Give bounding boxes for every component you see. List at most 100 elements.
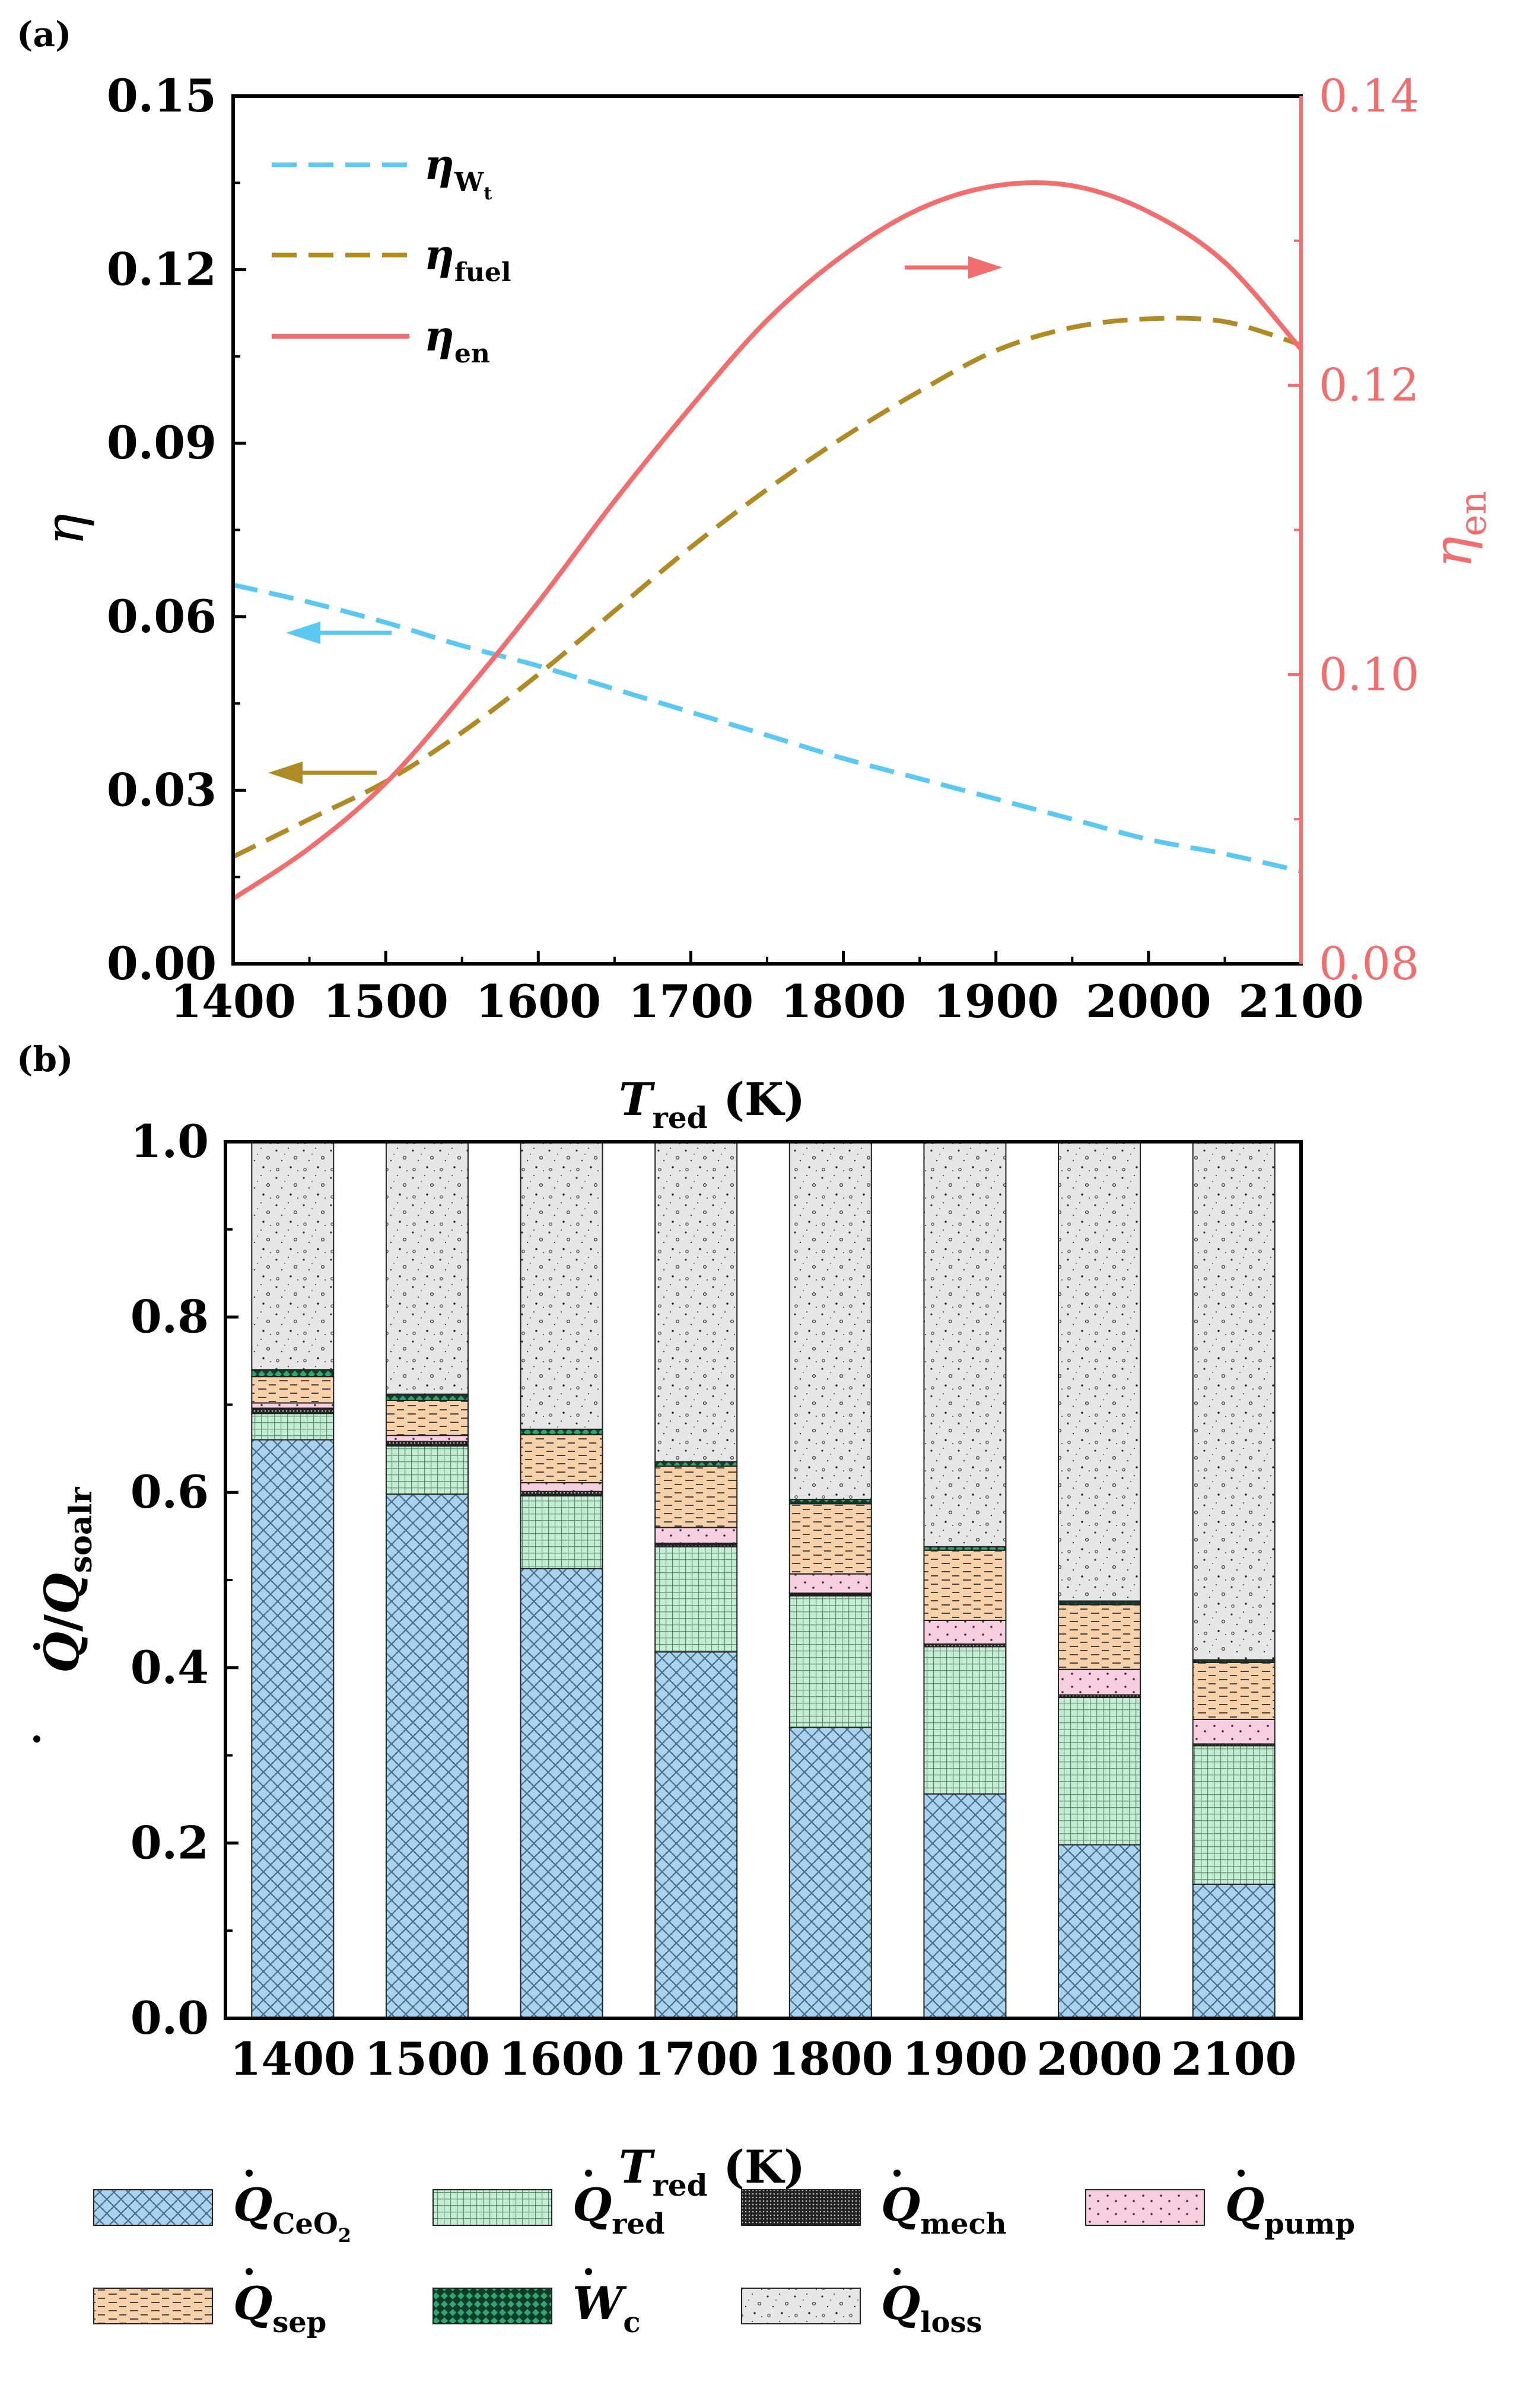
a-xtick-label: 1400 (170, 975, 296, 1028)
legend-dot-sep (246, 2268, 253, 2275)
a-ytick-right-label: 0.12 (1319, 359, 1419, 412)
bar-1900-loss (923, 1141, 1007, 1547)
b-xtick-label: 1800 (768, 2033, 893, 2085)
b-xtick-label: 1500 (364, 2033, 490, 2085)
legend-label-eta-fuel: ηfuel (424, 230, 511, 288)
b-xtick-label: 2100 (1171, 2033, 1297, 2085)
bar-1500-sep (385, 1400, 469, 1436)
b-xtick-label: 2000 (1036, 2033, 1162, 2085)
legend-dot-wc (585, 2268, 592, 2275)
ylabel-dot-num (33, 1735, 40, 1743)
a-xtick-label: 1600 (476, 975, 602, 1028)
legend-swatch-loss (741, 2288, 861, 2324)
bar-1900-ceo2 (923, 1793, 1007, 2020)
bar-1500-ceo2 (385, 1493, 469, 2019)
ylabel-dot-den (33, 1643, 40, 1650)
legend-dot-mech (893, 2170, 901, 2177)
bar-1800-loss (788, 1141, 872, 1501)
legend-dot-loss (893, 2268, 901, 2275)
b-xtick-label: 1600 (499, 2033, 625, 2085)
legend-swatch-sep (93, 2288, 213, 2324)
legend-dot-ceo2 (246, 2170, 253, 2177)
b-xtick-label: 1700 (633, 2033, 759, 2085)
panel-a-label: (a) (17, 14, 71, 55)
bar-1400-pump (251, 1402, 335, 1409)
panel-b-xlabel: Tred (K) (619, 2141, 805, 2203)
bar-1400-mech (251, 1407, 335, 1415)
b-xtick-label: 1900 (902, 2033, 1028, 2085)
bar-1600-loss (520, 1141, 603, 1430)
b-xtick-label: 1400 (230, 2033, 356, 2085)
bar-1800-red (788, 1595, 872, 1728)
legend-swatch-ceo2 (93, 2189, 213, 2226)
bar-1800-ceo2 (788, 1727, 872, 2019)
bar-2100-pump (1192, 1719, 1276, 1745)
arrow-eta-wt-left (286, 622, 392, 644)
a-ytick-label: 0.06 (107, 590, 217, 643)
bar-1900-pump (923, 1619, 1007, 1645)
bar-1600-ceo2 (520, 1568, 603, 2019)
bar-1400-sep (251, 1376, 335, 1404)
bar-2000-red (1058, 1697, 1141, 1846)
bar-1700-red (654, 1546, 738, 1653)
line-eta-en (233, 180, 1301, 901)
legend-swatch-wc (432, 2288, 552, 2324)
panel-a-ylabel: η (34, 514, 96, 546)
bar-1400-loss (251, 1141, 335, 1371)
bar-1800-wc (788, 1499, 872, 1505)
bar-1900-sep (923, 1549, 1007, 1621)
panel-b-label: (b) (17, 1039, 73, 1079)
panel-b-bars (251, 1141, 1276, 2020)
legend-dot-pump (1238, 2170, 1245, 2177)
xlabel-b-unit: (K) (708, 2141, 805, 2193)
xlabel-a-unit: (K) (708, 1073, 805, 1126)
bar-1600-mech (520, 1490, 603, 1497)
bar-2000-sep (1058, 1604, 1141, 1670)
bar-1600-red (520, 1495, 603, 1569)
legend-label-sep: Qsep (233, 2277, 326, 2339)
legend-label-red: Qred (573, 2178, 665, 2241)
bar-1500-mech (385, 1441, 469, 1447)
bar-2000-loss (1058, 1141, 1141, 1602)
legend-label-eta-en: ηen (424, 311, 490, 369)
xlabel-a-sub: red (653, 1100, 708, 1135)
b-ytick-label: 1.0 (131, 1115, 209, 1168)
bar-1500-wc (385, 1393, 469, 1402)
legend-label-ceo2: QCeO2 (233, 2178, 351, 2247)
b-ytick-label: 0.2 (131, 1816, 209, 1869)
panel-b-ylabel: Q/Qsoalr (33, 1487, 99, 1743)
line-eta-fuel (233, 316, 1301, 859)
panel-b-legend: QCeO2 Qred Qmech Qpump Qsep Wc Qloss (93, 2170, 1355, 2339)
bar-1700-wc (654, 1461, 738, 1467)
b-ytick-label: 0.4 (131, 1641, 209, 1694)
panel-a-ylabel-right: ηen (1422, 491, 1494, 569)
bar-1700-sep (654, 1465, 738, 1528)
bar-1400-ceo2 (251, 1439, 335, 2019)
panel-a: (a) 1400 1500 1600 1700 1800 1900 2000 2100 0.00… (17, 14, 1494, 1135)
xlabel-b-T: T (619, 2141, 656, 2193)
legend-swatch-red (432, 2189, 552, 2226)
legend-label-loss: Qloss (881, 2277, 982, 2339)
a-xtick-label: 1900 (933, 975, 1059, 1028)
bar-1500-red (385, 1445, 469, 1495)
bar-1500-pump (385, 1435, 469, 1442)
a-ytick-label: 0.03 (107, 763, 217, 816)
a-ytick-right-label: 0.14 (1319, 69, 1419, 122)
bar-2100-sep (1192, 1661, 1276, 1721)
bar-1900-red (923, 1646, 1007, 1795)
panel-b-ticks: 1400 1500 1600 1700 1800 1900 2000 2100 0.0 0.2 0.… (131, 1115, 1297, 2085)
legend-label-mech: Qmech (881, 2178, 1007, 2241)
a-ytick-label: 0.00 (107, 937, 217, 990)
arrow-eta-en-right (905, 256, 1003, 279)
panel-b: (b) 1400 1500 1600 1700 1800 1900 2000 2100 0.0 0… (17, 1039, 1355, 2339)
a-ytick-right-label: 0.10 (1319, 648, 1419, 700)
bar-1700-pump (654, 1527, 738, 1544)
bar-1700-loss (654, 1141, 738, 1463)
a-ytick-right-label: 0.08 (1319, 937, 1419, 990)
legend-label-wc: Wc (573, 2277, 641, 2339)
a-xtick-label: 1500 (323, 975, 449, 1028)
bar-1600-wc (520, 1428, 603, 1435)
bar-1700-ceo2 (654, 1651, 738, 2020)
b-ytick-label: 0.6 (131, 1466, 209, 1518)
a-ytick-label: 0.12 (107, 243, 217, 296)
